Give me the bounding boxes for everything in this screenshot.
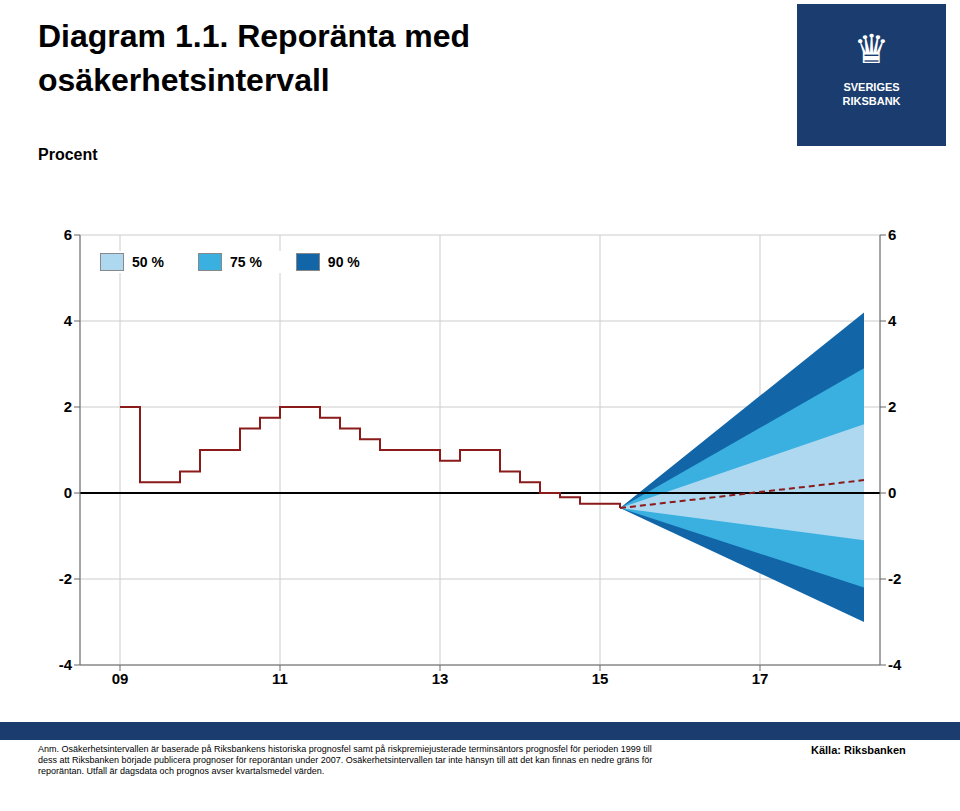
svg-text:2: 2 bbox=[888, 398, 896, 415]
svg-text:-4: -4 bbox=[59, 656, 73, 673]
svg-text:6: 6 bbox=[64, 226, 72, 243]
svg-text:4: 4 bbox=[64, 312, 73, 329]
html-text:SVERIGES RIKSBANK: SVERIGES RIKSBANK bbox=[842, 81, 901, 107]
svg-text:-4: -4 bbox=[888, 656, 902, 673]
svg-text:0: 0 bbox=[888, 484, 896, 501]
html-text:Källa: Riksbanken: Källa: Riksbanken bbox=[811, 744, 906, 756]
svg-text:09: 09 bbox=[112, 670, 129, 687]
html-text:Procent: Procent bbox=[38, 146, 98, 163]
html-text:Anm. Osäkerhetsintervallen är: Anm. Osäkerhetsintervallen är baserade p… bbox=[38, 744, 653, 776]
svg-text:6: 6 bbox=[888, 226, 896, 243]
html-text:90 %: 90 % bbox=[327, 254, 360, 270]
svg-text:17: 17 bbox=[752, 670, 769, 687]
svg-text:0: 0 bbox=[64, 484, 72, 501]
html-text:75 %: 75 % bbox=[229, 254, 262, 270]
svg-text:13: 13 bbox=[432, 670, 449, 687]
html-text:50 %: 50 % bbox=[132, 254, 164, 270]
svg-text:15: 15 bbox=[592, 670, 609, 687]
html-text:Diagram 1.1. Reporänta med osä: Diagram 1.1. Reporänta med osäkerhetsint… bbox=[38, 18, 471, 98]
svg-text:-2: -2 bbox=[59, 570, 72, 587]
svg-text:4: 4 bbox=[888, 312, 897, 329]
svg-text:11: 11 bbox=[272, 670, 288, 687]
svg-text:2: 2 bbox=[64, 398, 72, 415]
svg-text:-2: -2 bbox=[888, 570, 901, 587]
